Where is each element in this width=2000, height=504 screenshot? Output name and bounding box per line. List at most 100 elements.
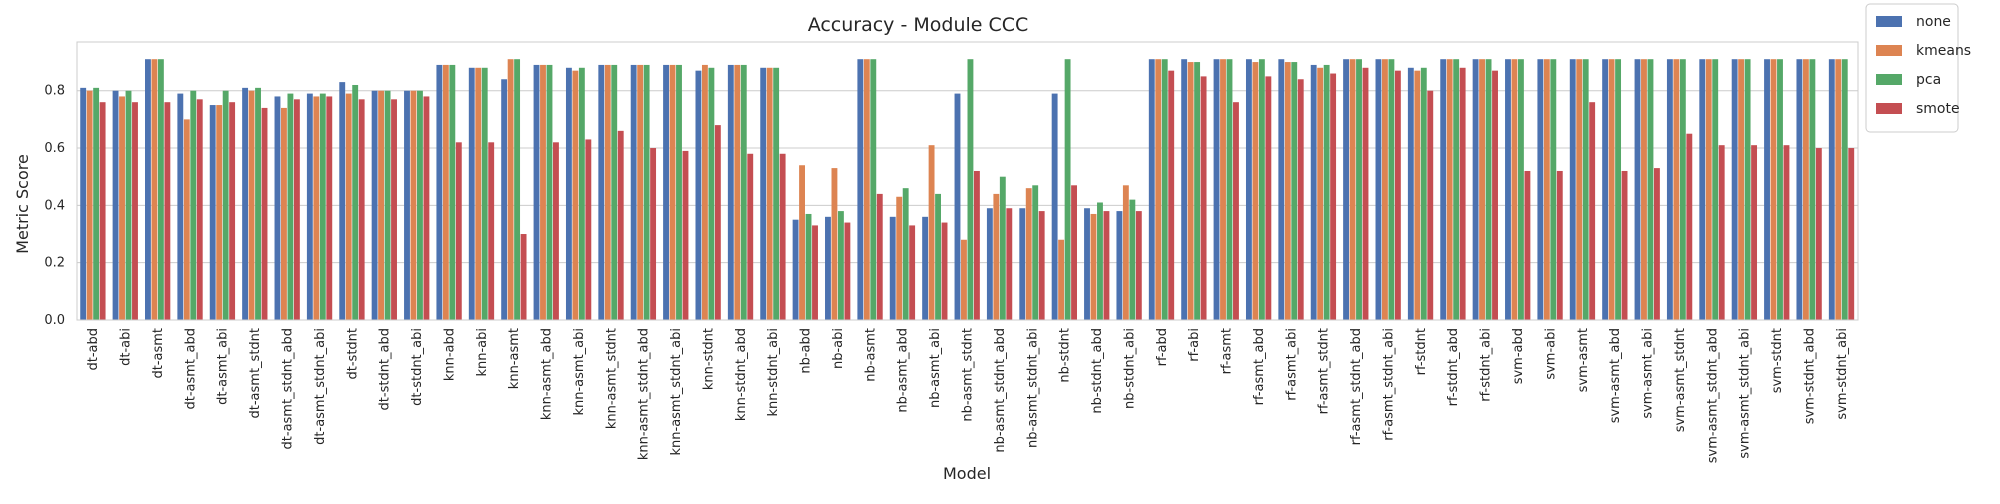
bar-smote-dt-asmt_stdnt_abd [293,99,300,320]
x-tick-label: dt-stdnt_abi [410,328,425,406]
bar-smote-knn-asmt_abi [585,139,592,320]
bar-smote-nb-asmt_abd [909,225,916,320]
bar-smote-knn-abi [488,142,495,320]
bar-none-rf-stdnt_abi [1472,59,1479,320]
legend-label: none [1916,14,1951,30]
bar-kmeans-nb-stdnt [1058,239,1065,320]
bar-smote-nb-asmt_abi [941,222,948,320]
bar-kmeans-nb-abd [799,165,805,320]
bar-none-nb-asmt_abi [922,216,929,320]
bar-kmeans-knn-asmt_abi [572,70,579,320]
bar-pca-knn-stdnt_abd [740,64,747,321]
bar-none-dt-abi [112,90,119,320]
bar-kmeans-rf-asmt_abi [1284,62,1291,321]
bar-pca-knn-asmt_abd [546,64,553,321]
bars [80,59,1855,321]
x-tick-label: svm-asmt_stdnt [1673,328,1688,432]
bar-none-svm-stdnt_abd [1796,59,1803,320]
bar-smote-dt-asmt_abd [196,99,203,320]
x-tick-label: svm-stdnt_abd [1802,328,1817,424]
bar-pca-rf-abd [1161,59,1168,320]
x-tick-label: svm-abd [1511,328,1526,384]
bar-none-dt-asmt_stdnt [242,87,249,320]
bar-none-svm-asmt [1569,59,1576,320]
bar-pca-rf-asmt_abi [1291,62,1298,321]
x-tick-label: nb-asmt [863,328,878,382]
bar-kmeans-nb-abi [831,168,838,320]
bar-kmeans-nb-asmt_stdnt_abi [1025,188,1032,320]
bar-smote-nb-asmt_stdnt_abi [1038,211,1045,320]
x-tick-label: knn-asmt [507,328,522,389]
x-tick-label: knn-asmt_stdnt_abd [637,328,652,460]
x-tick-label: nb-asmt_stdnt_abi [1025,328,1040,448]
x-tick-label: svm-asmt_stdnt_abd [1705,328,1720,463]
x-tick-label: rf-stdnt_abd [1446,328,1461,406]
bar-kmeans-rf-stdnt [1414,70,1421,320]
bar-none-svm-stdnt_abi [1828,59,1835,320]
bar-kmeans-dt-stdnt_abi [410,90,417,320]
bar-smote-dt-asmt_abi [229,102,236,320]
x-tick-label: rf-asmt_stdnt [1317,328,1332,414]
bar-pca-svm-stdnt_abi [1841,59,1848,320]
bar-none-dt-asmt_stdnt_abd [274,96,281,320]
bar-smote-svm-asmt [1589,102,1596,320]
bar-smote-dt-stdnt [358,99,365,320]
bar-pca-nb-abi [837,211,844,320]
bar-kmeans-dt-asmt_stdnt [248,90,255,320]
bar-none-rf-abi [1181,59,1188,320]
bar-pca-nb-stdnt_abd [1097,202,1103,320]
x-tick-label: rf-asmt_abd [1252,328,1267,405]
bar-kmeans-knn-stdnt [701,64,708,321]
bar-pca-dt-asmt_stdnt_abd [287,93,294,320]
bar-none-dt-stdnt_abd [371,90,378,320]
bar-kmeans-knn-asmt_stdnt_abi [669,64,676,321]
bar-pca-knn-abi [481,67,488,320]
bar-smote-rf-asmt [1233,102,1239,320]
bar-pca-dt-asmt_stdnt [255,87,261,320]
x-tick-label: nb-abi [831,328,846,369]
bar-none-dt-asmt_abi [209,105,216,320]
bar-kmeans-knn-asmt [507,59,514,320]
x-tick-label: nb-asmt_stdnt_abd [993,328,1008,453]
bar-kmeans-knn-stdnt_abi [766,67,773,320]
bar-none-nb-stdnt_abi [1116,211,1123,320]
bar-smote-rf-asmt_abd [1265,76,1272,320]
bar-pca-dt-asmt_abd [190,90,197,320]
x-tick-labels: dt-abd dt-abi dt-asmt dt-asmt_abd dt-asmt_ab… [86,328,1850,463]
y-tick-labels: 0.0 0.2 0.4 0.6 0.8 [44,84,65,328]
bar-smote-nb-stdnt_abi [1135,211,1142,320]
bar-kmeans-dt-stdnt [345,93,352,320]
bar-pca-knn-asmt_stdnt_abi [676,64,682,321]
y-axis-label: Metric Score [13,154,32,254]
bar-none-knn-asmt_stdnt_abd [630,64,637,321]
bar-pca-knn-asmt [514,59,521,320]
bar-smote-nb-abi [844,222,851,320]
bar-smote-svm-asmt_stdnt [1686,133,1693,320]
bar-pca-rf-asmt_stdnt_abi [1388,59,1395,320]
bar-smote-rf-stdnt_abd [1459,67,1466,320]
bar-pca-nb-abd [805,213,812,320]
bar-kmeans-rf-stdnt_abd [1446,59,1453,320]
bar-smote-svm-asmt_abd [1621,170,1628,320]
plot-frame [76,41,1859,321]
bar-pca-dt-asmt_abi [222,90,229,320]
bar-smote-rf-abi [1200,76,1207,320]
x-axis-label: Model [943,464,991,483]
bar-kmeans-rf-asmt_stdnt [1317,67,1324,320]
bar-none-nb-stdnt [1051,93,1058,320]
bar-none-knn-asmt_stdnt_abi [663,64,669,321]
x-tick-label: svm-asmt [1576,328,1591,392]
bar-none-nb-abd [792,219,799,320]
bar-kmeans-nb-stdnt_abi [1122,185,1129,320]
bar-kmeans-nb-asmt_abi [928,145,935,320]
bar-none-svm-asmt_abi [1634,59,1641,320]
x-tick-label: rf-asmt_abi [1284,328,1299,401]
x-tick-label: knn-asmt_stdnt_abi [669,328,684,456]
bar-pca-svm-asmt_abd [1615,59,1622,320]
x-tick-label: knn-abd [442,328,457,381]
bar-kmeans-knn-abi [475,67,482,320]
bar-none-knn-stdnt_abi [760,67,767,320]
bar-pca-rf-stdnt_abi [1485,59,1492,320]
bar-none-nb-abi [825,216,831,320]
x-tick-label: knn-asmt_abd [540,328,555,420]
